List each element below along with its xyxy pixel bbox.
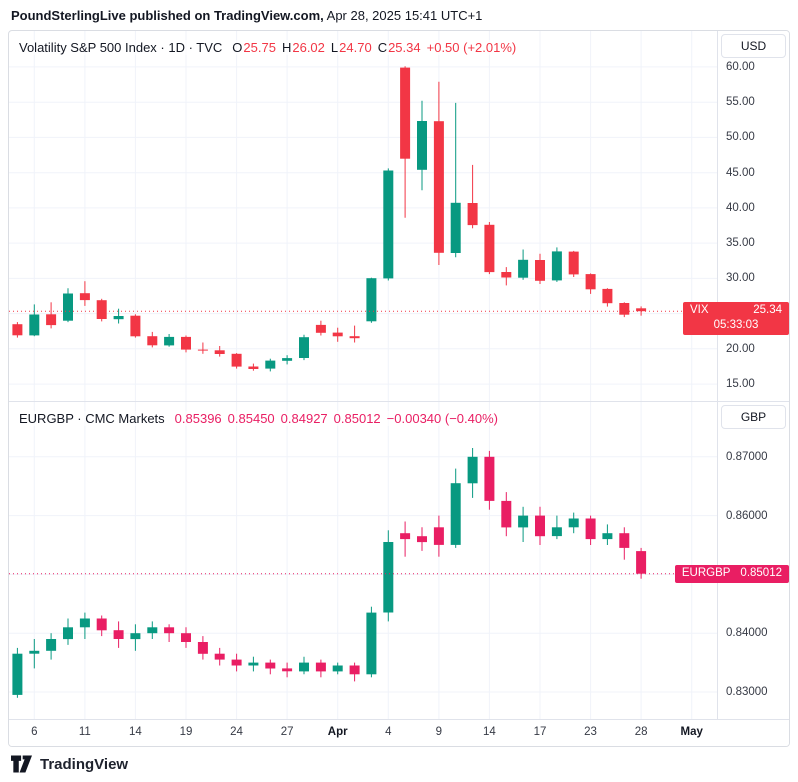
time-axis-label: 14 — [483, 726, 496, 738]
vix-close: C25.34 — [377, 40, 421, 55]
vix-high: H26.02 — [281, 40, 325, 55]
currency-chip-usd[interactable]: USD — [721, 34, 786, 58]
price-tick-label: 30.00 — [726, 272, 755, 285]
price-scale-usd[interactable]: USD 60.00 55.00 50.00 45.00 40.00 35.00 30.00 2… — [717, 31, 789, 401]
vix-low: L24.70 — [330, 40, 372, 55]
price-tick-label: 0.87000 — [726, 450, 768, 463]
currency-chip-gbp[interactable]: GBP — [721, 405, 786, 429]
time-axis-label: 14 — [129, 726, 142, 738]
publish-timestamp: Apr 28, 2025 15:41 UTC+1 — [323, 8, 483, 23]
vix-price-badge: VIX 25.34 05:33:03 — [683, 302, 789, 336]
vix-symbol-title[interactable]: Volatility S&P 500 Index · 1D · TVC — [19, 40, 223, 55]
vix-badge-symbol: VIX — [690, 304, 709, 317]
eurgbp-low: 0.84927 — [280, 411, 328, 426]
price-tick-label: 20.00 — [726, 342, 755, 355]
eurgbp-change: −0.00340 (−0.40%) — [386, 411, 498, 426]
chart-frame: Volatility S&P 500 Index · 1D · TVC O25.… — [8, 30, 790, 747]
time-axis[interactable]: 6 11 14 19 24 27 Apr 4 9 14 17 23 28 May — [9, 719, 789, 746]
time-axis-label: 27 — [280, 726, 294, 738]
price-tick-label: 55.00 — [726, 96, 755, 109]
eurgbp-open: 0.85396 — [174, 411, 222, 426]
tradingview-logo-icon[interactable] — [11, 755, 32, 773]
vix-badge-price: 25.34 — [753, 304, 782, 317]
eurgbp-badge-symbol: EURGBP — [681, 566, 731, 579]
eurgbp-chart-canvas[interactable] — [9, 402, 717, 719]
time-axis-label: 11 — [78, 726, 91, 738]
vix-chart-canvas[interactable] — [9, 31, 717, 401]
attribution-line: PoundSterlingLive published on TradingVi… — [0, 0, 798, 30]
price-tick-label: 40.00 — [726, 201, 755, 214]
price-tick-label: 15.00 — [726, 378, 755, 391]
eurgbp-price-badge: EURGBP 0.85012 — [674, 564, 789, 583]
eurgbp-badge-price: 0.85012 — [740, 566, 782, 579]
time-axis-label: 23 — [584, 726, 597, 738]
time-axis-label: 9 — [435, 726, 443, 738]
pane-divider[interactable] — [9, 401, 789, 402]
price-tick-label: 60.00 — [726, 60, 755, 73]
eurgbp-pane: EURGBP · CMC Markets 0.85396 0.85450 0.8… — [9, 402, 789, 719]
tradingview-footer: TradingView — [0, 747, 798, 781]
time-axis-label: 19 — [179, 726, 193, 738]
eurgbp-high: 0.85450 — [227, 411, 275, 426]
price-tick-label: 45.00 — [726, 166, 755, 179]
time-axis-label: 28 — [634, 726, 648, 738]
price-tick-label: 0.86000 — [726, 509, 768, 522]
tradingview-brand-text[interactable]: TradingView — [40, 755, 129, 773]
time-axis-label: Apr — [327, 726, 348, 738]
publisher-text: PoundSterlingLive published on TradingVi… — [11, 8, 324, 23]
vix-pane: Volatility S&P 500 Index · 1D · TVC O25.… — [9, 31, 789, 401]
price-tick-label: 50.00 — [726, 131, 755, 144]
time-axis-label: 17 — [533, 726, 547, 738]
vix-open: O25.75 — [232, 40, 276, 55]
price-tick-label: 35.00 — [726, 237, 755, 250]
eurgbp-legend: EURGBP · CMC Markets 0.85396 0.85450 0.8… — [19, 411, 498, 426]
time-axis-label: 6 — [31, 726, 38, 738]
eurgbp-close: 0.85012 — [333, 411, 381, 426]
time-axis-label: 4 — [385, 726, 392, 738]
vix-badge-countdown: 05:33:03 — [713, 319, 759, 332]
time-axis-label: May — [680, 726, 703, 738]
vix-change: +0.50 (+2.01%) — [426, 40, 517, 55]
price-tick-label: 0.83000 — [726, 685, 768, 698]
eurgbp-symbol-title[interactable]: EURGBP · CMC Markets — [19, 411, 165, 426]
price-tick-label: 0.84000 — [726, 627, 768, 640]
time-axis-label: 24 — [230, 726, 243, 738]
vix-legend: Volatility S&P 500 Index · 1D · TVC O25.… — [19, 40, 517, 55]
